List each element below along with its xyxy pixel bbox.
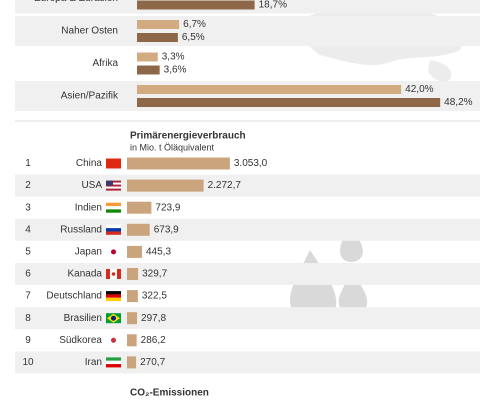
flag-stripe [106, 224, 121, 229]
bar [137, 20, 180, 29]
flag-detail [111, 315, 116, 321]
category-label: Naher Osten [61, 26, 118, 37]
rank-label: 9 [25, 335, 31, 346]
category-label: USA [81, 180, 102, 191]
bar [137, 85, 402, 94]
category-label: Brasilien [64, 313, 102, 324]
flag-stripe [106, 158, 121, 169]
rank-label: 5 [25, 247, 31, 258]
bar [137, 65, 160, 75]
value-label: 270,7 [140, 357, 165, 368]
category-label: Deutschland [46, 291, 102, 302]
flag-stripe [106, 297, 121, 302]
value-label: 286,2 [141, 335, 166, 346]
chart-subtitle: in Mio. t Öläquivalent [130, 142, 215, 152]
bar [127, 201, 152, 214]
category-label: Südkorea [59, 335, 102, 346]
category-label: Asien/Pazifik [61, 91, 119, 102]
bar [127, 356, 137, 369]
category-label: China [76, 158, 103, 169]
rank-label: 6 [25, 269, 31, 280]
rank-label: 3 [25, 202, 31, 213]
flag-stripe [106, 180, 121, 183]
flag-stripe [106, 209, 121, 213]
flag-stripe [106, 357, 121, 361]
value-label: 6,7% [183, 19, 206, 30]
value-label: 48,2% [444, 97, 472, 108]
bar [127, 179, 204, 192]
value-label: 297,8 [141, 313, 166, 324]
chart-title: Primärenergieverbrauch [130, 131, 246, 142]
value-label: 673,9 [154, 224, 179, 235]
value-label: 445,3 [146, 247, 171, 258]
bar [127, 157, 230, 170]
value-label: 723,9 [155, 202, 180, 213]
next-section-title: CO₂-Emissionen [130, 388, 209, 399]
value-label: 3,6% [164, 65, 187, 76]
flag-stripe [106, 182, 121, 185]
flag-detail [111, 337, 116, 343]
category-label: Europa & Eurasien [34, 0, 118, 4]
flag-detail [106, 269, 110, 279]
value-label: 42,0% [405, 84, 433, 95]
value-label: 322,5 [142, 291, 167, 302]
flag-detail [111, 272, 116, 276]
category-label: Japan [75, 247, 102, 258]
value-label: 18,7% [259, 0, 287, 11]
rank-label: 1 [25, 158, 31, 169]
bar [127, 290, 138, 303]
rank-label: 10 [22, 357, 34, 368]
rank-label: 7 [25, 291, 31, 302]
rank-label: 8 [25, 313, 31, 324]
row-background [15, 16, 480, 46]
value-label: 3,3% [162, 52, 185, 63]
flag-stripe [106, 228, 121, 232]
flag-detail [106, 180, 113, 186]
category-label: Indien [75, 202, 102, 213]
flag-stripe [106, 206, 121, 210]
flag-stripe [106, 360, 121, 365]
category-label: Kanada [68, 269, 103, 280]
flag-stripe [106, 231, 121, 235]
bar [127, 312, 138, 325]
category-label: Afrika [92, 58, 118, 69]
value-label: 3.053,0 [234, 158, 268, 169]
flag-stripe [106, 184, 121, 187]
category-label: Iran [85, 357, 102, 368]
bar [127, 223, 150, 236]
flag-stripe [106, 364, 121, 368]
map-shape [428, 60, 452, 82]
flag-detail [111, 249, 116, 255]
flag-stripe [106, 186, 121, 189]
rank-label: 2 [25, 180, 31, 191]
value-label: 329,7 [142, 269, 167, 280]
bar [127, 334, 137, 347]
bar [137, 33, 178, 42]
flag-detail [117, 269, 121, 279]
flag-stripe [106, 202, 121, 207]
bar [137, 0, 255, 10]
bar [127, 268, 139, 280]
rank-label: 4 [25, 224, 31, 235]
value-label: 6,5% [182, 32, 205, 43]
flag-stripe [106, 294, 121, 298]
bar [127, 245, 143, 258]
flag-stripe [106, 188, 121, 191]
bar [137, 98, 441, 107]
value-label: 2.272,7 [208, 180, 242, 191]
bar [137, 52, 158, 62]
category-label: Russland [60, 224, 102, 235]
flag-stripe [106, 291, 121, 295]
